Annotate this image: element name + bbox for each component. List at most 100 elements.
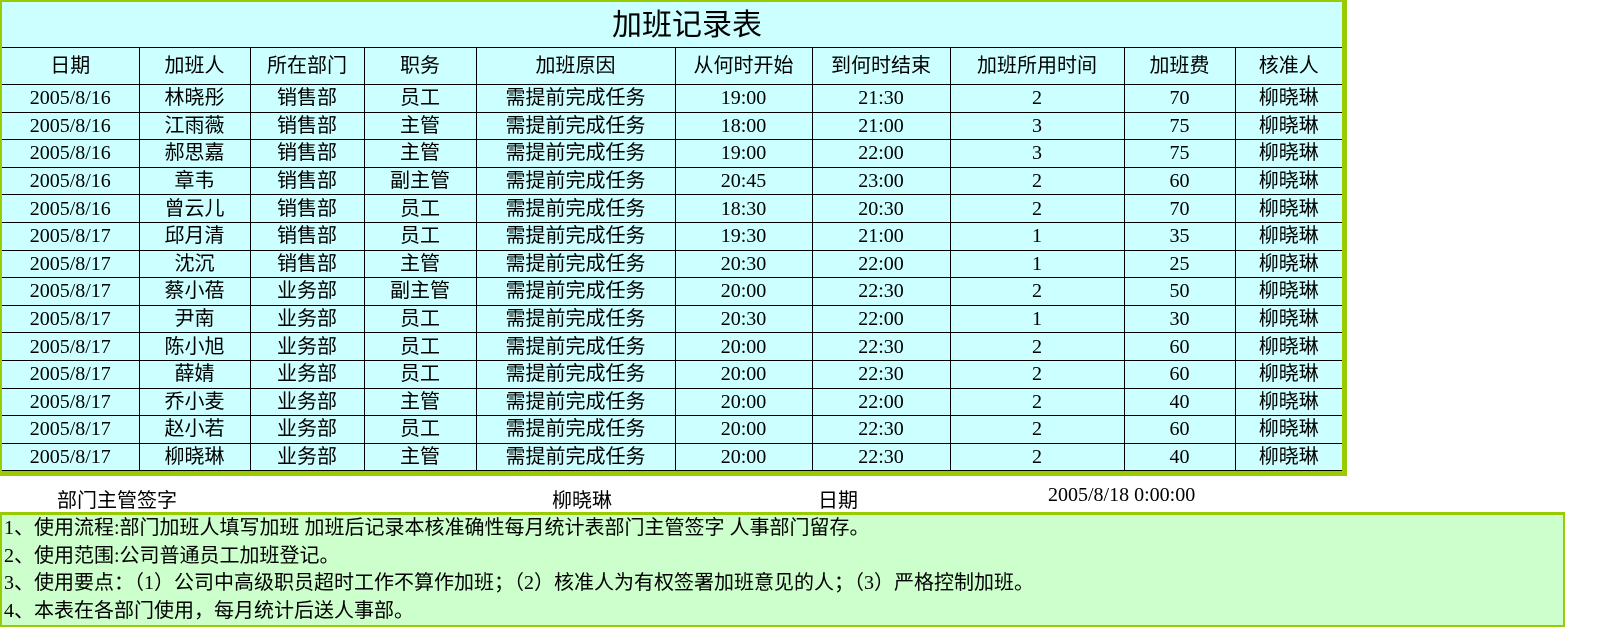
table-cell[interactable]: 22:00	[811, 388, 951, 417]
table-cell[interactable]: 需提前完成任务	[475, 112, 676, 141]
table-cell[interactable]: 销售部	[249, 112, 365, 141]
table-cell[interactable]: 18:00	[674, 112, 813, 141]
table-cell[interactable]: 需提前完成任务	[475, 250, 676, 279]
table-cell[interactable]: 21:00	[811, 222, 951, 251]
table-cell[interactable]: 主管	[363, 250, 477, 279]
table-cell[interactable]: 2	[949, 415, 1125, 444]
table-cell[interactable]: 销售部	[249, 167, 365, 196]
table-cell[interactable]: 业务部	[249, 277, 365, 306]
table-cell[interactable]: 需提前完成任务	[475, 305, 676, 334]
table-cell[interactable]: 需提前完成任务	[475, 84, 676, 113]
table-cell[interactable]: 60	[1123, 415, 1236, 444]
table-cell[interactable]: 23:00	[811, 167, 951, 196]
table-cell[interactable]: 3	[949, 112, 1125, 141]
table-cell[interactable]: 70	[1123, 84, 1236, 113]
table-cell[interactable]: 需提前完成任务	[475, 277, 676, 306]
table-cell[interactable]: 60	[1123, 332, 1236, 361]
table-cell[interactable]: 江雨薇	[138, 112, 251, 141]
table-cell[interactable]: 柳晓琳	[1234, 360, 1342, 389]
table-cell[interactable]: 主管	[363, 139, 477, 168]
table-cell[interactable]: 柳晓琳	[1234, 139, 1342, 168]
table-cell[interactable]: 75	[1123, 139, 1236, 168]
table-cell[interactable]: 21:30	[811, 84, 951, 113]
table-cell[interactable]: 柳晓琳	[1234, 194, 1342, 223]
table-cell[interactable]: 35	[1123, 222, 1236, 251]
table-cell[interactable]: 1	[949, 222, 1125, 251]
table-cell[interactable]: 销售部	[249, 84, 365, 113]
table-cell[interactable]: 75	[1123, 112, 1236, 141]
table-cell[interactable]: 业务部	[249, 388, 365, 417]
table-cell[interactable]: 销售部	[249, 194, 365, 223]
table-cell[interactable]: 员工	[363, 415, 477, 444]
table-cell[interactable]: 薛婧	[138, 360, 251, 389]
table-cell[interactable]: 2005/8/17	[2, 305, 140, 334]
table-cell[interactable]: 柳晓琳	[1234, 305, 1342, 334]
table-cell[interactable]: 业务部	[249, 360, 365, 389]
table-cell[interactable]: 柳晓琳	[1234, 112, 1342, 141]
table-cell[interactable]: 2	[949, 332, 1125, 361]
table-cell[interactable]: 2	[949, 277, 1125, 306]
table-cell[interactable]: 20:30	[674, 250, 813, 279]
table-cell[interactable]: 20:00	[674, 415, 813, 444]
table-cell[interactable]: 2005/8/16	[2, 139, 140, 168]
table-cell[interactable]: 业务部	[249, 415, 365, 444]
table-cell[interactable]: 业务部	[249, 305, 365, 334]
table-cell[interactable]: 20:00	[674, 277, 813, 306]
table-cell[interactable]: 尹南	[138, 305, 251, 334]
table-cell[interactable]: 业务部	[249, 332, 365, 361]
table-cell[interactable]: 需提前完成任务	[475, 194, 676, 223]
table-cell[interactable]: 19:30	[674, 222, 813, 251]
table-cell[interactable]: 20:45	[674, 167, 813, 196]
table-cell[interactable]: 业务部	[249, 443, 365, 472]
table-cell[interactable]: 柳晓琳	[1234, 443, 1342, 472]
table-cell[interactable]: 需提前完成任务	[475, 332, 676, 361]
table-cell[interactable]: 2005/8/17	[2, 277, 140, 306]
table-cell[interactable]: 20:00	[674, 443, 813, 472]
table-cell[interactable]: 70	[1123, 194, 1236, 223]
table-cell[interactable]: 40	[1123, 443, 1236, 472]
table-cell[interactable]: 柳晓琳	[1234, 250, 1342, 279]
table-cell[interactable]: 副主管	[363, 277, 477, 306]
table-cell[interactable]: 50	[1123, 277, 1236, 306]
table-cell[interactable]: 2	[949, 194, 1125, 223]
table-cell[interactable]: 2005/8/16	[2, 194, 140, 223]
table-cell[interactable]: 员工	[363, 305, 477, 334]
table-cell[interactable]: 柳晓琳	[138, 443, 251, 472]
table-cell[interactable]: 20:00	[674, 332, 813, 361]
table-cell[interactable]: 22:00	[811, 139, 951, 168]
table-cell[interactable]: 2	[949, 167, 1125, 196]
table-cell[interactable]: 需提前完成任务	[475, 139, 676, 168]
table-cell[interactable]: 柳晓琳	[1234, 222, 1342, 251]
table-cell[interactable]: 1	[949, 305, 1125, 334]
table-cell[interactable]: 40	[1123, 388, 1236, 417]
table-cell[interactable]: 2005/8/17	[2, 222, 140, 251]
table-cell[interactable]: 2	[949, 360, 1125, 389]
table-cell[interactable]: 主管	[363, 443, 477, 472]
table-cell[interactable]: 沈沉	[138, 250, 251, 279]
table-cell[interactable]: 2005/8/17	[2, 415, 140, 444]
table-cell[interactable]: 需提前完成任务	[475, 222, 676, 251]
table-cell[interactable]: 员工	[363, 194, 477, 223]
table-cell[interactable]: 需提前完成任务	[475, 167, 676, 196]
table-cell[interactable]: 邱月清	[138, 222, 251, 251]
table-cell[interactable]: 60	[1123, 167, 1236, 196]
table-cell[interactable]: 60	[1123, 360, 1236, 389]
table-cell[interactable]: 需提前完成任务	[475, 443, 676, 472]
table-cell[interactable]: 柳晓琳	[1234, 84, 1342, 113]
table-cell[interactable]: 林晓彤	[138, 84, 251, 113]
table-cell[interactable]: 25	[1123, 250, 1236, 279]
supervisor-name[interactable]: 柳晓琳	[552, 490, 612, 512]
table-cell[interactable]: 需提前完成任务	[475, 388, 676, 417]
table-cell[interactable]: 赵小若	[138, 415, 251, 444]
sign-date[interactable]: 2005/8/18 0:00:00	[1048, 484, 1196, 506]
table-cell[interactable]: 副主管	[363, 167, 477, 196]
table-cell[interactable]: 2005/8/17	[2, 443, 140, 472]
table-cell[interactable]: 员工	[363, 222, 477, 251]
table-cell[interactable]: 30	[1123, 305, 1236, 334]
table-cell[interactable]: 18:30	[674, 194, 813, 223]
table-cell[interactable]: 郝思嘉	[138, 139, 251, 168]
table-cell[interactable]: 主管	[363, 112, 477, 141]
table-cell[interactable]: 2	[949, 388, 1125, 417]
table-cell[interactable]: 2005/8/17	[2, 332, 140, 361]
table-cell[interactable]: 2005/8/16	[2, 84, 140, 113]
